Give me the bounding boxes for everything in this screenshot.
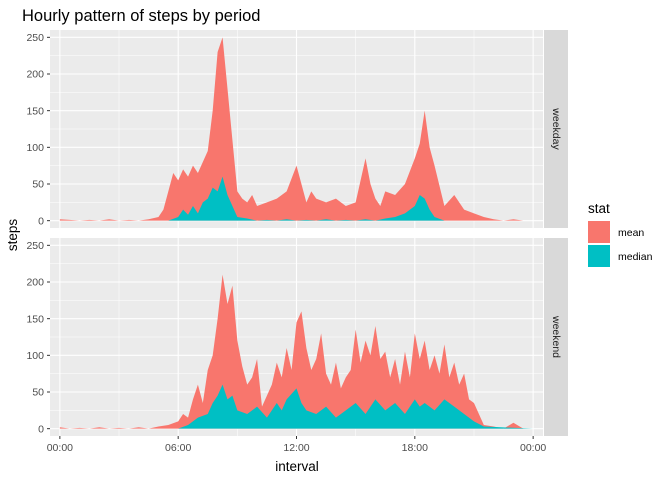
area-mean-weekend xyxy=(59,274,534,429)
x-tick-label: 00:00 xyxy=(47,442,73,454)
area-mean-weekday xyxy=(59,37,534,221)
y-tick-label: 50 xyxy=(32,179,44,191)
facet-strip-label: weekday xyxy=(550,107,562,150)
legend-title: stat xyxy=(588,201,610,216)
x-axis-title: interval xyxy=(275,459,319,474)
area-median-weekday xyxy=(59,176,534,221)
facet-panel-weekday: 0 50 100 150 200 250 weekday xyxy=(26,30,568,228)
x-tick-label: 12:00 xyxy=(283,442,309,454)
x-tick-label: 18:00 xyxy=(402,442,428,454)
y-tick-label: 200 xyxy=(26,69,44,81)
x-tick-label: 06:00 xyxy=(165,442,191,454)
legend: stat mean median xyxy=(588,201,653,267)
legend-label-mean: mean xyxy=(618,227,644,239)
area-median-weekend xyxy=(59,384,534,429)
y-tick-label: 250 xyxy=(26,240,44,252)
facet-strip xyxy=(544,238,568,436)
y-tick-label: 100 xyxy=(26,142,44,154)
x-axis: 00:00 06:00 12:00 18:00 00:00 xyxy=(47,436,546,454)
facet-strip-label: weekend xyxy=(550,315,562,358)
chart-title: Hourly pattern of steps by period xyxy=(22,7,260,25)
y-tick-label: 0 xyxy=(38,423,44,435)
legend-label-median: median xyxy=(618,251,653,263)
facet-panel-weekend: 0 50 100 150 200 250 weekend xyxy=(26,238,568,436)
legend-key-median xyxy=(588,245,610,267)
y-tick-label: 50 xyxy=(32,387,44,399)
y-tick-label: 200 xyxy=(26,277,44,289)
facet-strip xyxy=(544,30,568,228)
y-axis-title: steps xyxy=(5,219,20,252)
y-tick-label: 100 xyxy=(26,350,44,362)
y-tick-label: 150 xyxy=(26,313,44,325)
y-tick-label: 150 xyxy=(26,105,44,117)
legend-key-mean xyxy=(588,221,610,243)
x-tick-label: 00:00 xyxy=(520,442,546,454)
y-tick-label: 250 xyxy=(26,32,44,44)
y-tick-label: 0 xyxy=(38,215,44,227)
